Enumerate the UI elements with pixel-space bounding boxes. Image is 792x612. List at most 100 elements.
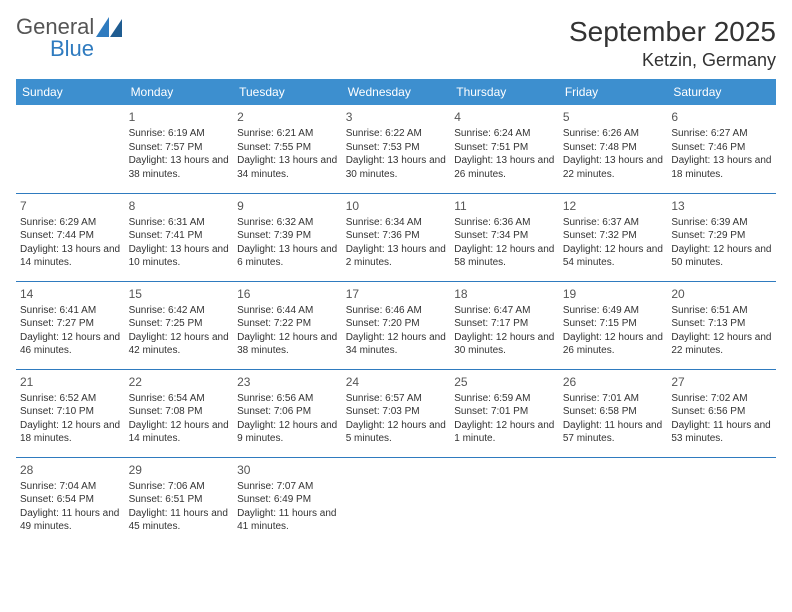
daylight-text: Daylight: 11 hours and 41 minutes. [237,507,338,534]
sunrise-text: Sunrise: 6:21 AM [237,127,338,141]
calendar-week-row: 7Sunrise: 6:29 AMSunset: 7:44 PMDaylight… [16,193,776,281]
daylight-text: Daylight: 11 hours and 49 minutes. [20,507,121,534]
sunset-text: Sunset: 6:58 PM [563,405,664,419]
sunset-text: Sunset: 7:03 PM [346,405,447,419]
logo-word-general: General [16,16,94,38]
day-header: Thursday [450,79,559,105]
calendar-day-cell: 19Sunrise: 6:49 AMSunset: 7:15 PMDayligh… [559,281,668,369]
daylight-text: Daylight: 13 hours and 10 minutes. [129,243,230,270]
logo-sail-icon [96,17,122,37]
sunset-text: Sunset: 7:41 PM [129,229,230,243]
sunrise-text: Sunrise: 6:39 AM [671,216,772,230]
logo: General Blue [16,16,122,60]
day-number: 10 [346,198,447,214]
daylight-text: Daylight: 12 hours and 5 minutes. [346,419,447,446]
calendar-day-cell [16,105,125,193]
logo-word-blue: Blue [50,38,122,60]
calendar-day-cell [342,457,451,545]
day-number: 21 [20,374,121,390]
day-number: 18 [454,286,555,302]
sunrise-text: Sunrise: 6:26 AM [563,127,664,141]
calendar-day-cell: 28Sunrise: 7:04 AMSunset: 6:54 PMDayligh… [16,457,125,545]
day-number: 5 [563,109,664,125]
sunrise-text: Sunrise: 6:31 AM [129,216,230,230]
sunrise-text: Sunrise: 6:49 AM [563,304,664,318]
day-header: Wednesday [342,79,451,105]
daylight-text: Daylight: 11 hours and 57 minutes. [563,419,664,446]
daylight-text: Daylight: 12 hours and 42 minutes. [129,331,230,358]
day-number: 11 [454,198,555,214]
day-number: 1 [129,109,230,125]
sunrise-text: Sunrise: 6:41 AM [20,304,121,318]
calendar-day-cell: 5Sunrise: 6:26 AMSunset: 7:48 PMDaylight… [559,105,668,193]
day-header: Monday [125,79,234,105]
day-number: 27 [671,374,772,390]
sunrise-text: Sunrise: 6:54 AM [129,392,230,406]
sunset-text: Sunset: 7:01 PM [454,405,555,419]
calendar-day-cell: 11Sunrise: 6:36 AMSunset: 7:34 PMDayligh… [450,193,559,281]
logo-text-block: General Blue [16,16,122,60]
calendar-day-cell: 12Sunrise: 6:37 AMSunset: 7:32 PMDayligh… [559,193,668,281]
daylight-text: Daylight: 12 hours and 46 minutes. [20,331,121,358]
daylight-text: Daylight: 11 hours and 53 minutes. [671,419,772,446]
sunset-text: Sunset: 7:29 PM [671,229,772,243]
calendar-day-cell: 9Sunrise: 6:32 AMSunset: 7:39 PMDaylight… [233,193,342,281]
sunrise-text: Sunrise: 6:24 AM [454,127,555,141]
sunset-text: Sunset: 7:57 PM [129,141,230,155]
sunrise-text: Sunrise: 6:22 AM [346,127,447,141]
calendar-day-cell: 4Sunrise: 6:24 AMSunset: 7:51 PMDaylight… [450,105,559,193]
daylight-text: Daylight: 12 hours and 34 minutes. [346,331,447,358]
calendar-day-cell: 27Sunrise: 7:02 AMSunset: 6:56 PMDayligh… [667,369,776,457]
sunset-text: Sunset: 7:06 PM [237,405,338,419]
sunset-text: Sunset: 7:17 PM [454,317,555,331]
sunset-text: Sunset: 6:49 PM [237,493,338,507]
calendar-day-cell: 8 Sunrise: 6:31 AMSunset: 7:41 PMDaylight… [125,193,234,281]
day-header-row: Sunday Monday Tuesday Wednesday Thursday… [16,79,776,105]
sunset-text: Sunset: 6:51 PM [129,493,230,507]
day-number: 25 [454,374,555,390]
day-header: Tuesday [233,79,342,105]
day-number: 12 [563,198,664,214]
calendar-day-cell: 10Sunrise: 6:34 AMSunset: 7:36 PMDayligh… [342,193,451,281]
sunrise-text: Sunrise: 6:47 AM [454,304,555,318]
calendar-week-row: 28Sunrise: 7:04 AMSunset: 6:54 PMDayligh… [16,457,776,545]
calendar-day-cell [559,457,668,545]
sunrise-text: Sunrise: 7:04 AM [20,480,121,494]
sunrise-text: Sunrise: 7:07 AM [237,480,338,494]
daylight-text: Daylight: 12 hours and 38 minutes. [237,331,338,358]
daylight-text: Daylight: 12 hours and 9 minutes. [237,419,338,446]
day-number: 29 [129,462,230,478]
daylight-text: Daylight: 13 hours and 30 minutes. [346,154,447,181]
daylight-text: Daylight: 12 hours and 50 minutes. [671,243,772,270]
sunrise-text: Sunrise: 6:27 AM [671,127,772,141]
calendar-week-row: 1Sunrise: 6:19 AMSunset: 7:57 PMDaylight… [16,105,776,193]
sunrise-text: Sunrise: 6:46 AM [346,304,447,318]
day-number: 14 [20,286,121,302]
daylight-text: Daylight: 13 hours and 38 minutes. [129,154,230,181]
day-number: 24 [346,374,447,390]
day-number: 8 [129,198,230,214]
sunset-text: Sunset: 7:10 PM [20,405,121,419]
day-number: 13 [671,198,772,214]
calendar-day-cell: 20Sunrise: 6:51 AMSunset: 7:13 PMDayligh… [667,281,776,369]
daylight-text: Daylight: 12 hours and 58 minutes. [454,243,555,270]
day-number: 19 [563,286,664,302]
day-number: 15 [129,286,230,302]
sunrise-text: Sunrise: 6:51 AM [671,304,772,318]
daylight-text: Daylight: 12 hours and 1 minute. [454,419,555,446]
daylight-text: Daylight: 12 hours and 22 minutes. [671,331,772,358]
calendar-day-cell: 16Sunrise: 6:44 AMSunset: 7:22 PMDayligh… [233,281,342,369]
calendar-day-cell: 18Sunrise: 6:47 AMSunset: 7:17 PMDayligh… [450,281,559,369]
day-number: 2 [237,109,338,125]
sunset-text: Sunset: 7:13 PM [671,317,772,331]
sunset-text: Sunset: 7:51 PM [454,141,555,155]
sunrise-text: Sunrise: 7:01 AM [563,392,664,406]
sunset-text: Sunset: 7:39 PM [237,229,338,243]
day-header: Sunday [16,79,125,105]
sunset-text: Sunset: 7:32 PM [563,229,664,243]
header: General Blue September 2025 Ketzin, Germ… [16,16,776,71]
sunset-text: Sunset: 7:53 PM [346,141,447,155]
sunrise-text: Sunrise: 6:29 AM [20,216,121,230]
month-title: September 2025 [569,16,776,48]
sunrise-text: Sunrise: 6:56 AM [237,392,338,406]
